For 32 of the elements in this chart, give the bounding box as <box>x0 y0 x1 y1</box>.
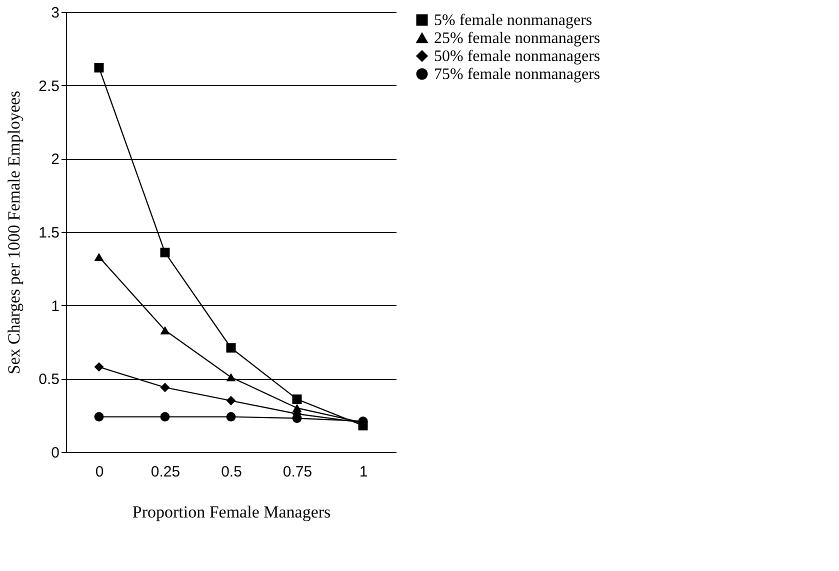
point <box>226 373 236 382</box>
legend-label: 50% female nonmanagers <box>434 48 600 65</box>
point <box>226 343 236 353</box>
y-tick-label: 3 <box>51 4 60 22</box>
y-tick-label: 2 <box>51 151 60 168</box>
point <box>94 412 104 422</box>
point <box>94 252 104 262</box>
y-tick-label: 0 <box>51 444 60 462</box>
point <box>94 362 104 372</box>
legend-label: 75% female nonmanagers <box>434 66 600 83</box>
y-tick-label: 2.5 <box>38 78 60 95</box>
point <box>160 412 170 422</box>
x-axis-title: Proportion Female Managers <box>132 502 331 522</box>
x-tick-label: 0.25 <box>150 464 180 480</box>
y-tick-label: 1 <box>51 298 60 315</box>
legend-label: 25% female nonmanagers <box>434 30 600 47</box>
y-tick-label: 1.5 <box>38 224 60 242</box>
point <box>226 396 236 406</box>
point <box>292 414 302 423</box>
point <box>160 326 170 334</box>
point <box>292 394 302 404</box>
x-tick-label: 0 <box>95 464 104 480</box>
point <box>94 62 104 72</box>
x-tick-label: 1 <box>359 464 368 480</box>
point <box>160 382 170 392</box>
y-tick-label: 0.5 <box>38 371 60 388</box>
legend-label: 5% female nonmanagers <box>434 12 592 29</box>
point <box>226 412 236 422</box>
x-tick-label: 0.5 <box>221 464 242 480</box>
point <box>160 248 170 258</box>
x-tick-label: 0.75 <box>282 464 312 480</box>
y-axis-title: Sex Charges per 1000 Female Employees <box>4 90 24 374</box>
